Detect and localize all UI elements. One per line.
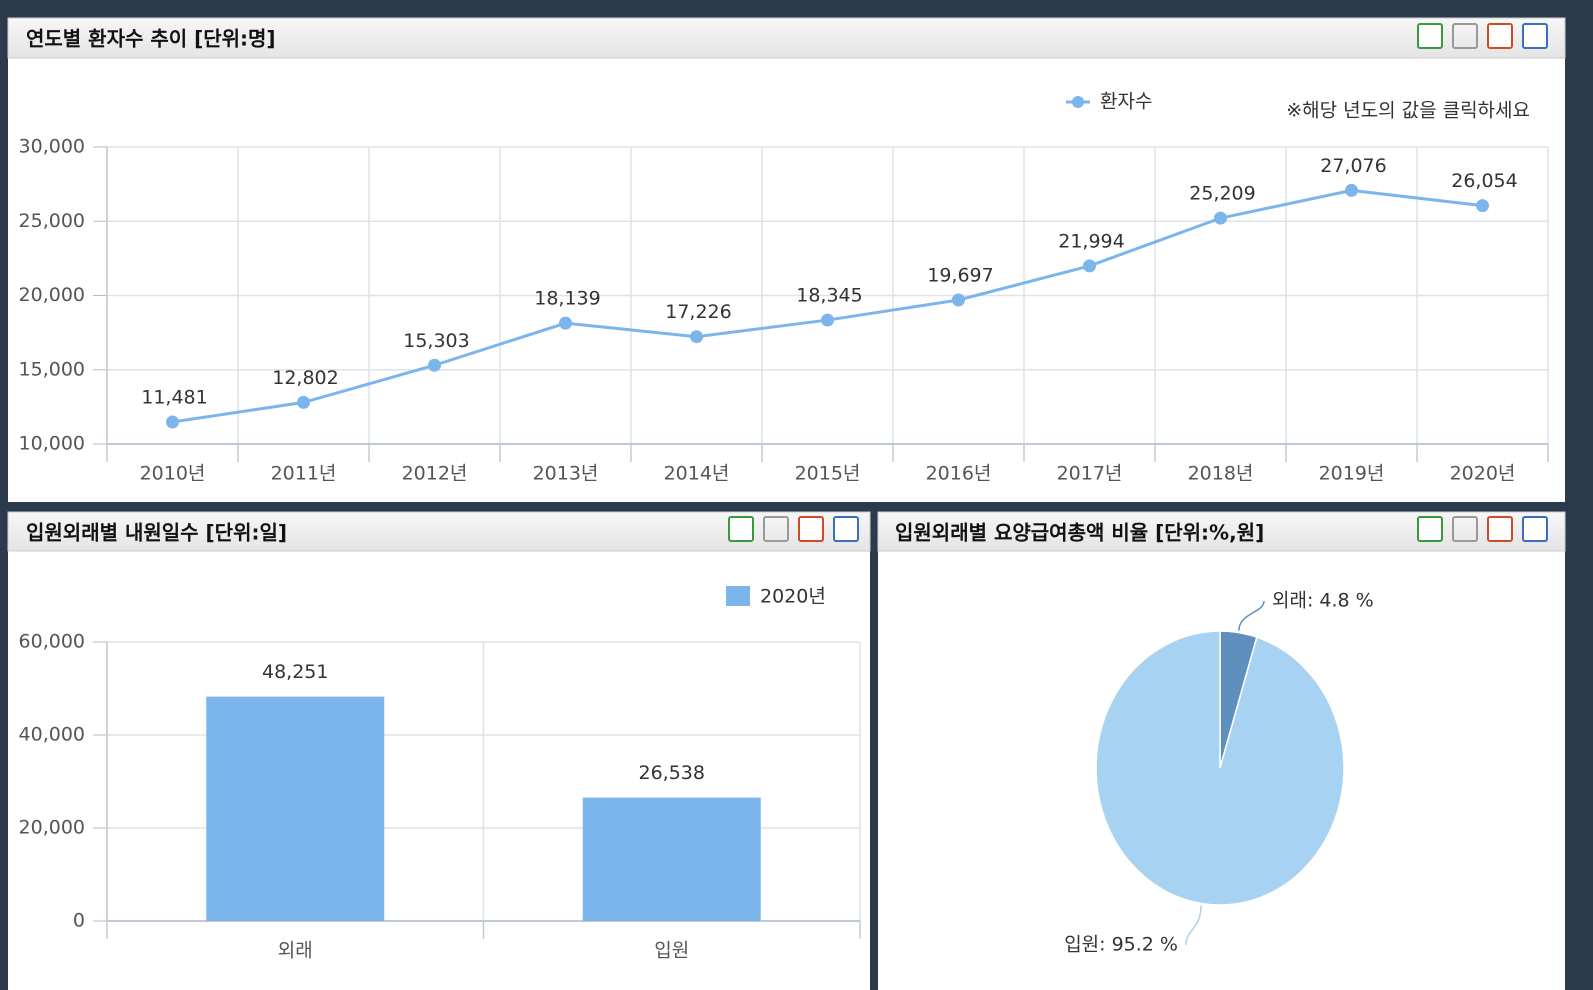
panel-header [877, 511, 1566, 552]
x-tick-label: 2012년 [402, 463, 468, 485]
data-label: 27,076 [1320, 155, 1386, 177]
data-label: 11,481 [141, 387, 207, 409]
toolbar-icon[interactable] [1417, 516, 1443, 542]
x-tick-label: 입원 [654, 940, 689, 962]
toolbar-icon[interactable] [1487, 516, 1513, 542]
x-tick-label: 2020년 [1450, 463, 1516, 485]
point [559, 316, 572, 330]
chart-title: 입원외래별 요양급여총액 비율 [단위:%,원] [895, 521, 1264, 545]
toolbar-icon[interactable] [1417, 23, 1443, 49]
data-label: 21,994 [1058, 230, 1124, 252]
legend-marker [1072, 96, 1084, 108]
x-tick-label: 외래 [278, 940, 313, 962]
y-tick-label: 0 [73, 910, 85, 932]
x-tick-label: 2013년 [533, 463, 599, 485]
legend-marker [726, 586, 750, 606]
data-label: 18,345 [796, 285, 862, 307]
annotation: ※해당 년도의 값을 클릭하세요 [1286, 100, 1530, 122]
point [166, 415, 179, 429]
point [690, 330, 703, 344]
y-tick-label: 20,000 [19, 284, 85, 306]
point [952, 293, 965, 307]
y-tick-label: 60,000 [19, 631, 85, 653]
x-tick-label: 2016년 [926, 463, 992, 485]
y-tick-label: 20,000 [19, 817, 85, 839]
toolbar-icon[interactable] [763, 516, 789, 542]
point [428, 358, 441, 372]
legend-label: 환자수 [1100, 91, 1152, 113]
data-label: 26,538 [639, 762, 705, 784]
x-tick-label: 2011년 [271, 463, 337, 485]
x-tick-label: 2017년 [1057, 463, 1123, 485]
point [1083, 259, 1096, 273]
bar [582, 797, 761, 921]
y-tick-label: 10,000 [19, 433, 85, 455]
data-label: 18,139 [534, 288, 600, 310]
x-tick-label: 2019년 [1319, 463, 1385, 485]
data-label: 19,697 [927, 264, 993, 286]
x-tick-label: 2014년 [664, 463, 730, 485]
data-label: 외래: 4.8 % [1272, 590, 1374, 612]
toolbar-icon[interactable] [1522, 23, 1548, 49]
toolbar-icon[interactable] [1487, 23, 1513, 49]
toolbar-icon[interactable] [798, 516, 824, 542]
data-label: 입원: 95.2 % [1064, 934, 1178, 956]
toolbar-icon[interactable] [833, 516, 859, 542]
connector [1238, 600, 1265, 631]
point [1345, 183, 1358, 197]
x-tick-label: 2018년 [1188, 463, 1254, 485]
y-tick-label: 15,000 [19, 358, 85, 380]
toolbar-icon[interactable] [728, 516, 754, 542]
chart-title: 입원외래별 내원일수 [단위:일] [26, 521, 287, 545]
panel-header [7, 511, 871, 552]
connector [1185, 905, 1202, 946]
toolbar-icon[interactable] [1522, 516, 1548, 542]
x-tick-label: 2010년 [140, 463, 206, 485]
data-label: 48,251 [262, 661, 328, 683]
chart-title: 연도별 환자수 추이 [단위:명] [26, 27, 276, 51]
data-label: 12,802 [272, 367, 338, 389]
data-label: 17,226 [665, 301, 731, 323]
pie-slice [1095, 630, 1345, 906]
data-label: 26,054 [1451, 170, 1517, 192]
x-tick-label: 2015년 [795, 463, 861, 485]
legend-label: 2020년 [760, 586, 826, 608]
point [1214, 211, 1227, 225]
data-label: 25,209 [1189, 183, 1255, 205]
data-label: 15,303 [403, 330, 469, 352]
point [1476, 199, 1489, 213]
panel-header [7, 17, 1566, 59]
toolbar-icon[interactable] [1452, 23, 1478, 49]
point [297, 395, 310, 409]
y-tick-label: 25,000 [19, 210, 85, 232]
y-tick-label: 30,000 [19, 136, 85, 158]
point [821, 313, 834, 327]
bar [206, 696, 385, 921]
y-tick-label: 40,000 [19, 724, 85, 746]
toolbar-icon[interactable] [1452, 516, 1478, 542]
panel [8, 18, 1565, 502]
